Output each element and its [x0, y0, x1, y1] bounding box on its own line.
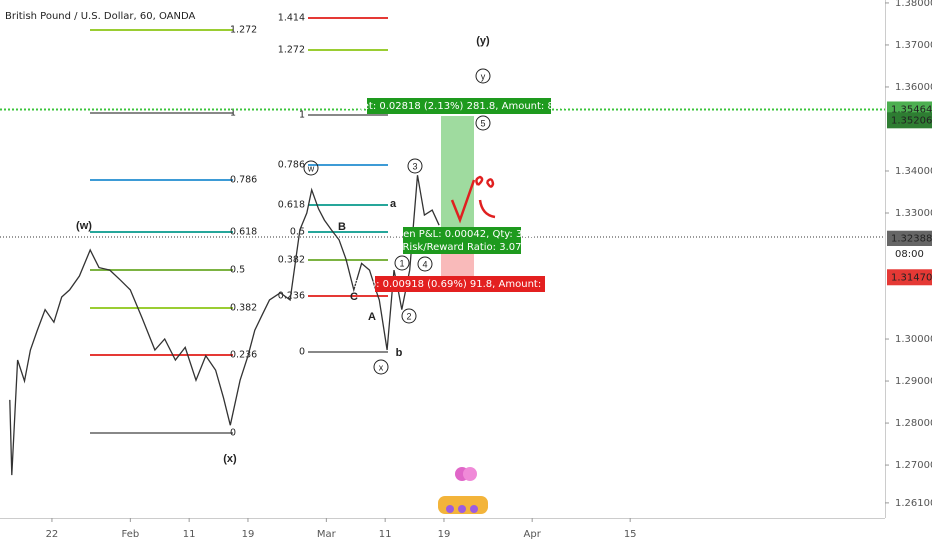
wave-label: (x): [223, 453, 237, 465]
wave-circle: [407, 158, 423, 174]
x-tick-label: 19: [438, 529, 451, 540]
wave-label: 5: [480, 118, 485, 128]
countdown: 08:00: [895, 249, 924, 260]
x-tick-label: 11: [183, 529, 196, 540]
y-tick-label: 1.34000: [895, 166, 932, 177]
chart-title: British Pound / U.S. Dollar, 60, OANDA: [5, 11, 196, 22]
stop-box: [375, 276, 545, 292]
fib-label: 1: [299, 110, 305, 121]
fib-label: 1.272: [230, 25, 257, 36]
fib-label: 0.382: [278, 255, 305, 266]
x-tick-label: Mar: [317, 529, 337, 540]
wave-label: b: [396, 347, 403, 359]
pnl-label: Open P&L: 0.00042, Qty: 381: [389, 229, 535, 240]
wave-circle: [401, 308, 417, 324]
price-marker-label: 1.35464: [891, 104, 932, 115]
y-tick-label: 1.36000: [895, 82, 932, 93]
rr-label: Risk/Reward Ratio: 3.07: [402, 242, 521, 253]
target-label: Target: 0.02818 (2.13%) 281.8, Amount: 8…: [341, 101, 576, 112]
y-tick-label: 1.27000: [895, 460, 932, 471]
price-marker: [887, 230, 932, 247]
target-box: [367, 98, 551, 114]
wave-label: (w): [76, 220, 92, 232]
y-tick-label: 1.37000: [895, 40, 932, 51]
y-tick-label: 1.28000: [895, 418, 932, 429]
price-marker-label: 1.35206: [891, 115, 932, 126]
fib-label: 1: [230, 108, 236, 119]
fib-label: 0.236: [278, 291, 305, 302]
fib-label: 0.618: [278, 200, 305, 211]
wave-label: A: [368, 311, 376, 323]
price-marker-label: 1.32388: [891, 234, 932, 245]
x-tick-label: Apr: [524, 529, 542, 540]
wave-circle: [394, 255, 410, 271]
fib-label: 1.272: [278, 45, 305, 56]
price-axis: 1.38000 1.37000 1.36000 1.34000 1.33000 1.300…: [46, 0, 932, 540]
price-line: [9, 175, 440, 476]
fib-label: 0.786: [278, 160, 305, 171]
fib-label: 1.414: [278, 13, 305, 24]
wave-label: B: [338, 221, 346, 233]
x-tick-label: Feb: [121, 529, 139, 540]
wave-label: 4: [422, 259, 427, 269]
price-marker: [887, 269, 932, 286]
wave-label: 3: [412, 161, 417, 171]
wave-label: x: [379, 362, 384, 372]
wave-circle: [417, 256, 433, 272]
wave-circle: [373, 359, 389, 375]
hand-marks: [450, 175, 496, 224]
wave-circle: [475, 68, 491, 84]
y-tick-label: 1.30000: [895, 334, 932, 345]
decoration: [438, 467, 488, 514]
x-tick-label: 15: [624, 529, 637, 540]
fib-label: 0.618: [230, 227, 257, 238]
stop-label: Stop: 0.00918 (0.69%) 91.8, Amount: 66.5: [353, 279, 566, 290]
pnl-box: [403, 227, 521, 254]
wave-label: y: [481, 71, 486, 81]
price-marker-label: 1.31470: [891, 272, 932, 283]
wave-label: (y): [476, 35, 490, 47]
fib-label: 0: [299, 347, 305, 358]
x-tick-label: 19: [242, 529, 255, 540]
wave-label: a: [390, 198, 397, 210]
x-tick-label: 11: [379, 529, 392, 540]
fib-label: 0.786: [230, 175, 257, 186]
price-marker: [887, 112, 932, 129]
fib-label: 0.5: [290, 227, 305, 238]
fib-label: 0: [230, 428, 236, 439]
y-tick-label: 1.38000: [895, 0, 932, 9]
fib-label: 0.5: [230, 265, 245, 276]
wave-label: C: [350, 291, 358, 303]
wave-circle: [475, 115, 491, 131]
y-tick-label: 1.26100: [895, 498, 932, 509]
y-tick-label: 1.29000: [895, 376, 932, 387]
fib-label: 0.236: [230, 350, 257, 361]
wave-label: w: [307, 163, 315, 173]
wave-label: 2: [406, 311, 411, 321]
wave-label: 1: [399, 258, 404, 268]
wave-circle: [303, 160, 319, 176]
countdown-box: [887, 246, 932, 262]
y-tick-label: 1.33000: [895, 208, 932, 219]
fib-label: 0.382: [230, 303, 257, 314]
x-tick-label: 22: [46, 529, 59, 540]
